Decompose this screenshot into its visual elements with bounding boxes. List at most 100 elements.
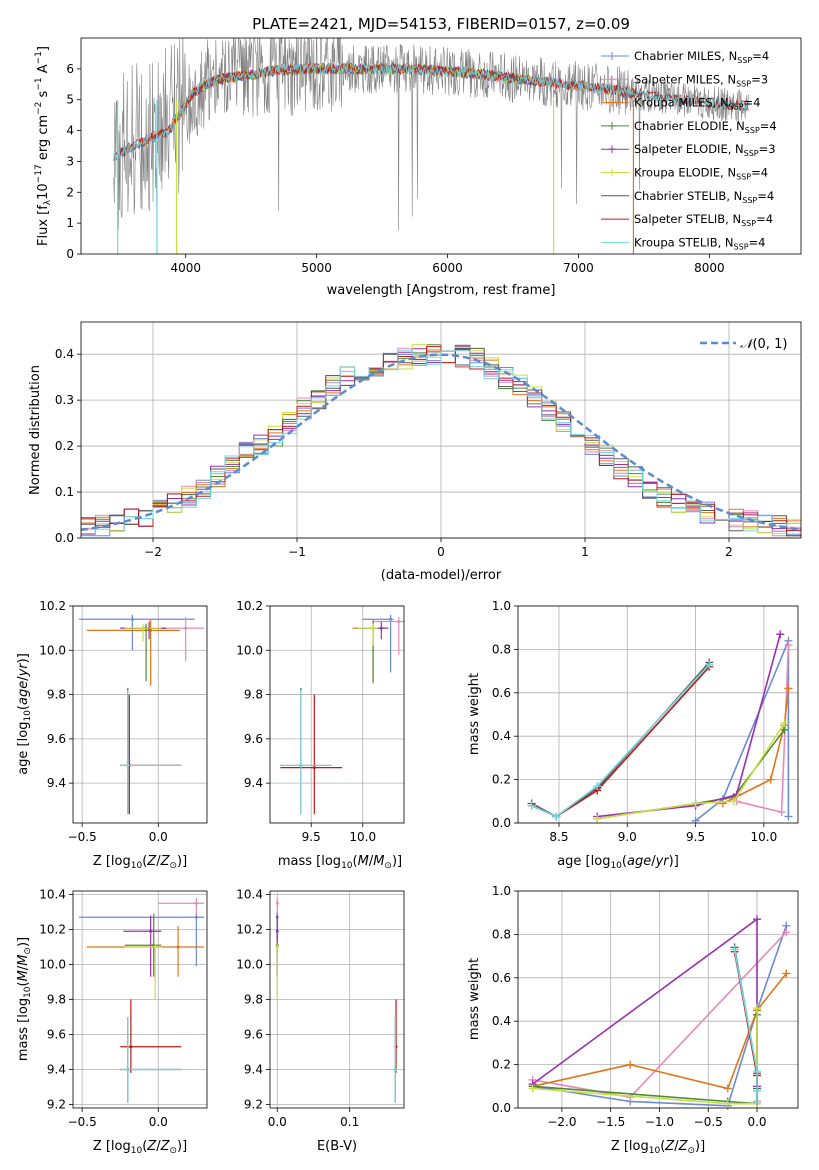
x-tick-label: 8000 [694,261,725,275]
y-tick-label: 4 [66,124,74,138]
data-point [393,1068,397,1071]
y-tick-label: 0.1 [55,485,74,499]
series-kroupa-elodie [532,1008,758,1105]
mass-vs-z-ylabel: mass [log10(M/M⊙)] [16,937,33,1061]
model-kroupa-miles [119,62,634,157]
series-chabrier-miles [695,640,790,822]
plus-marker [784,812,793,821]
plus-marker [718,799,727,808]
y-tick-label: 9.8 [244,993,263,1007]
series-kroupa-miles [722,688,790,805]
y-tick-label: 0.2 [492,773,511,787]
spectrum-ticks: 4000 5000 6000 7000 8000 0 1 2 3 4 5 6 [66,62,724,275]
x-tick-label: −2.0 [547,1115,576,1129]
x-tick-label: 9.5 [302,830,321,844]
y-tick-label: 10.2 [39,923,66,937]
age-vs-z-ylabel: age [log10(age/yr)] [16,653,33,775]
y-tick-label: 9.6 [244,732,263,746]
x-tick-label: 5000 [301,261,332,275]
mass-weight-vs-age-ylabel: mass weight [467,673,482,755]
hist-kroupa-stelib [81,349,801,537]
plus-marker [766,775,775,784]
mass-weight-vs-age-panel: 8.5 9.0 9.5 10.0 0.0 0.2 0.4 0.6 0.8 1.0 age [log… [467,599,799,871]
y-tick-label: 9.4 [47,776,66,790]
plus-marker [691,816,700,825]
series-chabrier-stelib [531,661,710,818]
residuals-data-layer [81,344,801,537]
x-tick-label: −0.5 [694,1115,723,1129]
spectrum-xlabel: wavelength [Angstrom, rest frame] [327,283,556,298]
y-tick-label: 10.4 [39,888,66,902]
y-tick-label: 0.4 [492,729,511,743]
y-tick-label: 9.6 [47,732,66,746]
plus-marker [691,799,700,808]
plus-marker [593,782,602,791]
x-tick-label: 7000 [563,261,594,275]
plus-marker [753,1097,762,1106]
y-tick-label: 0.2 [492,1058,511,1072]
y-tick-label: 9.2 [47,1098,66,1112]
legend-entry: Salpeter ELODIE, NSSP=3 [634,142,776,158]
y-tick-label: 10.4 [236,888,263,902]
plus-marker [784,641,793,650]
data-point [130,617,134,621]
plus-marker [729,797,738,806]
data-point [397,620,401,623]
spectrum-ylabel: Flux [fλ10−17 erg cm−2 s−1 A−1] [34,46,53,246]
residuals-legend: 𝒩(0, 1) [700,337,787,352]
x-tick-label: −1 [288,545,306,559]
y-tick-label: 9.4 [244,1063,263,1077]
data-point [141,626,145,630]
plus-marker [753,1004,762,1013]
x-tick-label: −0.5 [68,1115,97,1129]
age-vs-z-xlabel: Z [log10(Z/Z⊙)] [93,854,187,871]
data-point [153,945,157,949]
y-tick-label: 2 [66,185,74,199]
x-tick-label: 0.0 [747,1115,766,1129]
x-tick-label: 10.0 [349,830,376,844]
series-kroupa-stelib [733,949,758,1102]
y-tick-label: 5 [66,93,74,107]
mass-vs-ebv-panel: 0.0 0.1 9.2 9.4 9.6 9.8 10.0 10.2 10.4 E(B-V) [236,888,405,1154]
legend-entry: Kroupa MILES, NSSP=4 [634,96,760,112]
mass-weight-vs-z-ylabel: mass weight [467,958,482,1040]
legend-entry: Chabrier STELIB, NSSP=4 [634,189,774,205]
y-tick-label: 0.0 [55,531,74,545]
legend-entry: Kroupa STELIB, NSSP=4 [634,235,765,251]
y-tick-label: 10.2 [236,923,263,937]
x-tick-label: 0 [437,545,445,559]
legend-entry: Chabrier ELODIE, NSSP=4 [634,119,777,135]
plus-marker [780,719,789,728]
y-tick-label: 0.4 [55,347,74,361]
data-point [194,915,198,919]
x-tick-label: 4000 [170,261,201,275]
plus-marker [705,660,714,669]
data-point [275,929,279,933]
data-point [129,1045,133,1049]
plus-marker [777,808,786,817]
plus-marker [527,801,536,810]
data-point [389,617,393,621]
y-tick-label: 0.2 [55,439,74,453]
mass-weight-vs-z-panel: −2.0 −1.5 −1.0 −0.5 0.0 0.0 0.2 0.4 0.6 0.8 1.0 Z … [467,884,799,1156]
legend-entry: Salpeter MILES, NSSP=3 [634,72,768,88]
x-tick-label: 0.0 [268,1115,287,1129]
plus-marker [552,812,561,821]
y-tick-label: 1.0 [492,599,511,613]
y-tick-label: 10.0 [236,958,263,972]
y-tick-label: 0.3 [55,393,74,407]
legend-entry: Kroupa ELODIE, NSSP=4 [634,166,768,182]
plus-marker [626,1060,635,1069]
plus-marker [753,1086,762,1095]
data-point [299,763,303,767]
x-tick-label: 2 [725,545,733,559]
spectrum-legend: Chabrier MILES, NSSP=4 Salpeter MILES, NS… [601,49,777,251]
plus-marker [593,814,602,823]
residuals-xlabel: (data-model)/error [381,568,502,583]
x-tick-label: −1.0 [645,1115,674,1129]
data-point [312,766,316,770]
y-tick-label: 3 [66,154,74,168]
data-point [184,626,188,630]
y-tick-label: 6 [66,62,74,76]
